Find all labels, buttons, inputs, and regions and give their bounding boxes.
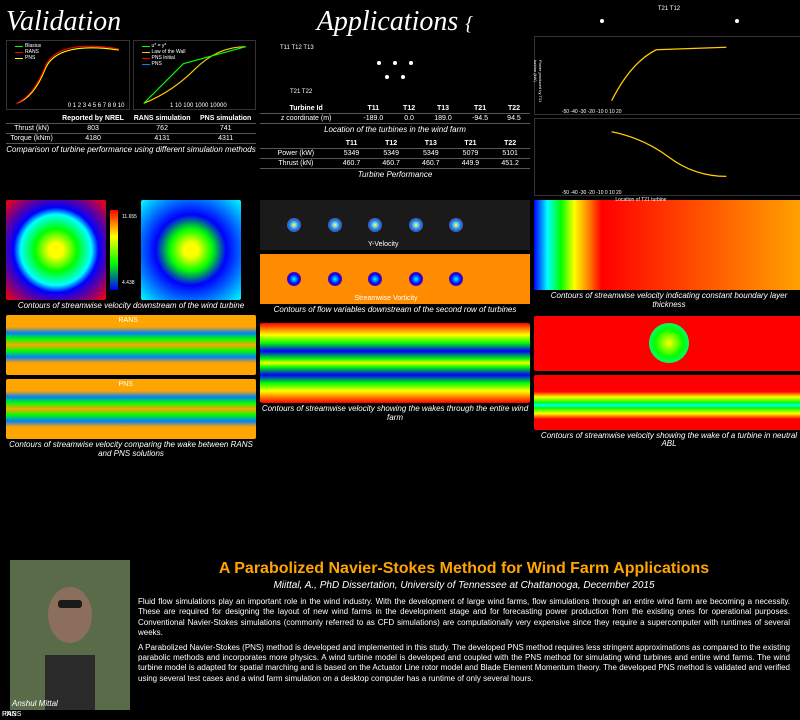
pns-wake: PNS — [6, 379, 256, 439]
abstract-text: Fluid flow simulations play an important… — [138, 597, 790, 684]
vorticity-caption: Contours of flow variables downstream of… — [260, 306, 530, 315]
performance-table: Reported by NRELRANS simulationPNS simul… — [6, 114, 256, 144]
footer-section: Anshul Mittal A Parabolized Navier-Stoke… — [6, 556, 794, 714]
boundary-caption: Contours of streamwise velocity indicati… — [534, 292, 800, 310]
poster-root: Validation Blasius RANS PNS 0 1 2 3 4 5 … — [0, 0, 800, 720]
wake-caption: Contours of streamwise velocity comparin… — [6, 441, 256, 459]
subtitle: Miittal, A., PhD Dissertation, Universit… — [138, 580, 790, 591]
validation-column: Validation Blasius RANS PNS 0 1 2 3 4 5 … — [6, 6, 256, 196]
table-caption: Comparison of turbine performance using … — [6, 146, 256, 155]
location-caption: Location of the turbines in the wind far… — [260, 126, 530, 135]
right-column: T21 T12 -50 -40 -30 -20 -10 0 10 20 Powe… — [534, 6, 800, 196]
power-chart: -50 -40 -30 -20 -10 0 10 20 Power produc… — [534, 36, 800, 115]
boundary-layer-plot — [534, 200, 800, 290]
abl-top-plot — [534, 316, 800, 371]
abstract-p2: A Parabolized Navier-Stokes (PNS) method… — [138, 643, 790, 685]
author-name: Anshul Mittal — [12, 699, 58, 708]
colorbar-1 — [110, 210, 118, 290]
wakes-caption: Contours of streamwise velocity showing … — [260, 405, 530, 423]
mid-section: RANS 11.6554.438 PNS Contours of streamw… — [6, 200, 794, 552]
sensitivity-chart: -50 -40 -30 -20 -10 0 10 20 Location of … — [534, 118, 800, 197]
left-contours: RANS 11.6554.438 PNS Contours of streamw… — [6, 200, 256, 552]
applications-column: Applications { T11 T12 T13 T21 T22 Turbi… — [260, 6, 530, 196]
top-section: Validation Blasius RANS PNS 0 1 2 3 4 5 … — [6, 6, 794, 196]
circle-contours: RANS 11.6554.438 PNS — [6, 200, 256, 300]
validation-title: Validation — [6, 6, 256, 38]
pns-contour: PNS — [141, 200, 241, 300]
turbine-sketch-2: T21 T12 — [534, 6, 800, 36]
location-table: Turbine IdT11T12T13T21T22 z coordinate (… — [260, 104, 530, 124]
center-contours: Y-Velocity Streamwise Vorticity Contours… — [260, 200, 530, 552]
right-contours: Contours of streamwise velocity indicati… — [534, 200, 800, 552]
law-of-wall-chart: u* = y* Law of the Wall PNS Initial PNS … — [133, 40, 257, 110]
turbine-layout-sketch: T11 T12 T13 T21 T22 — [260, 40, 530, 100]
main-title: A Parabolized Navier-Stokes Method for W… — [138, 560, 790, 578]
yvelocity-plot: Y-Velocity — [260, 200, 530, 250]
applications-title: Applications { — [260, 6, 530, 38]
abl-side-plot — [534, 375, 800, 430]
abl-caption: Contours of streamwise velocity showing … — [534, 432, 800, 450]
vorticity-plot: Streamwise Vorticity — [260, 254, 530, 304]
rans-contour: RANS — [6, 200, 106, 300]
perf-caption: Turbine Performance — [260, 171, 530, 180]
abstract-p1: Fluid flow simulations play an important… — [138, 597, 790, 639]
author-photo: Anshul Mittal — [10, 560, 130, 710]
full-farm-wakes — [260, 323, 530, 403]
turbine-perf-table: T11T12T13T21T22 Power (kW)53495349534950… — [260, 139, 530, 169]
abstract-column: A Parabolized Navier-Stokes Method for W… — [138, 560, 790, 710]
rans-wake: RANS — [6, 315, 256, 375]
chart1-xlabel: 0 1 2 3 4 5 6 7 8 9 10 — [68, 103, 125, 109]
validation-charts: Blasius RANS PNS 0 1 2 3 4 5 6 7 8 9 10 … — [6, 40, 256, 110]
blasius-chart: Blasius RANS PNS 0 1 2 3 4 5 6 7 8 9 10 — [6, 40, 130, 110]
circle-caption: Contours of streamwise velocity downstre… — [6, 302, 256, 311]
